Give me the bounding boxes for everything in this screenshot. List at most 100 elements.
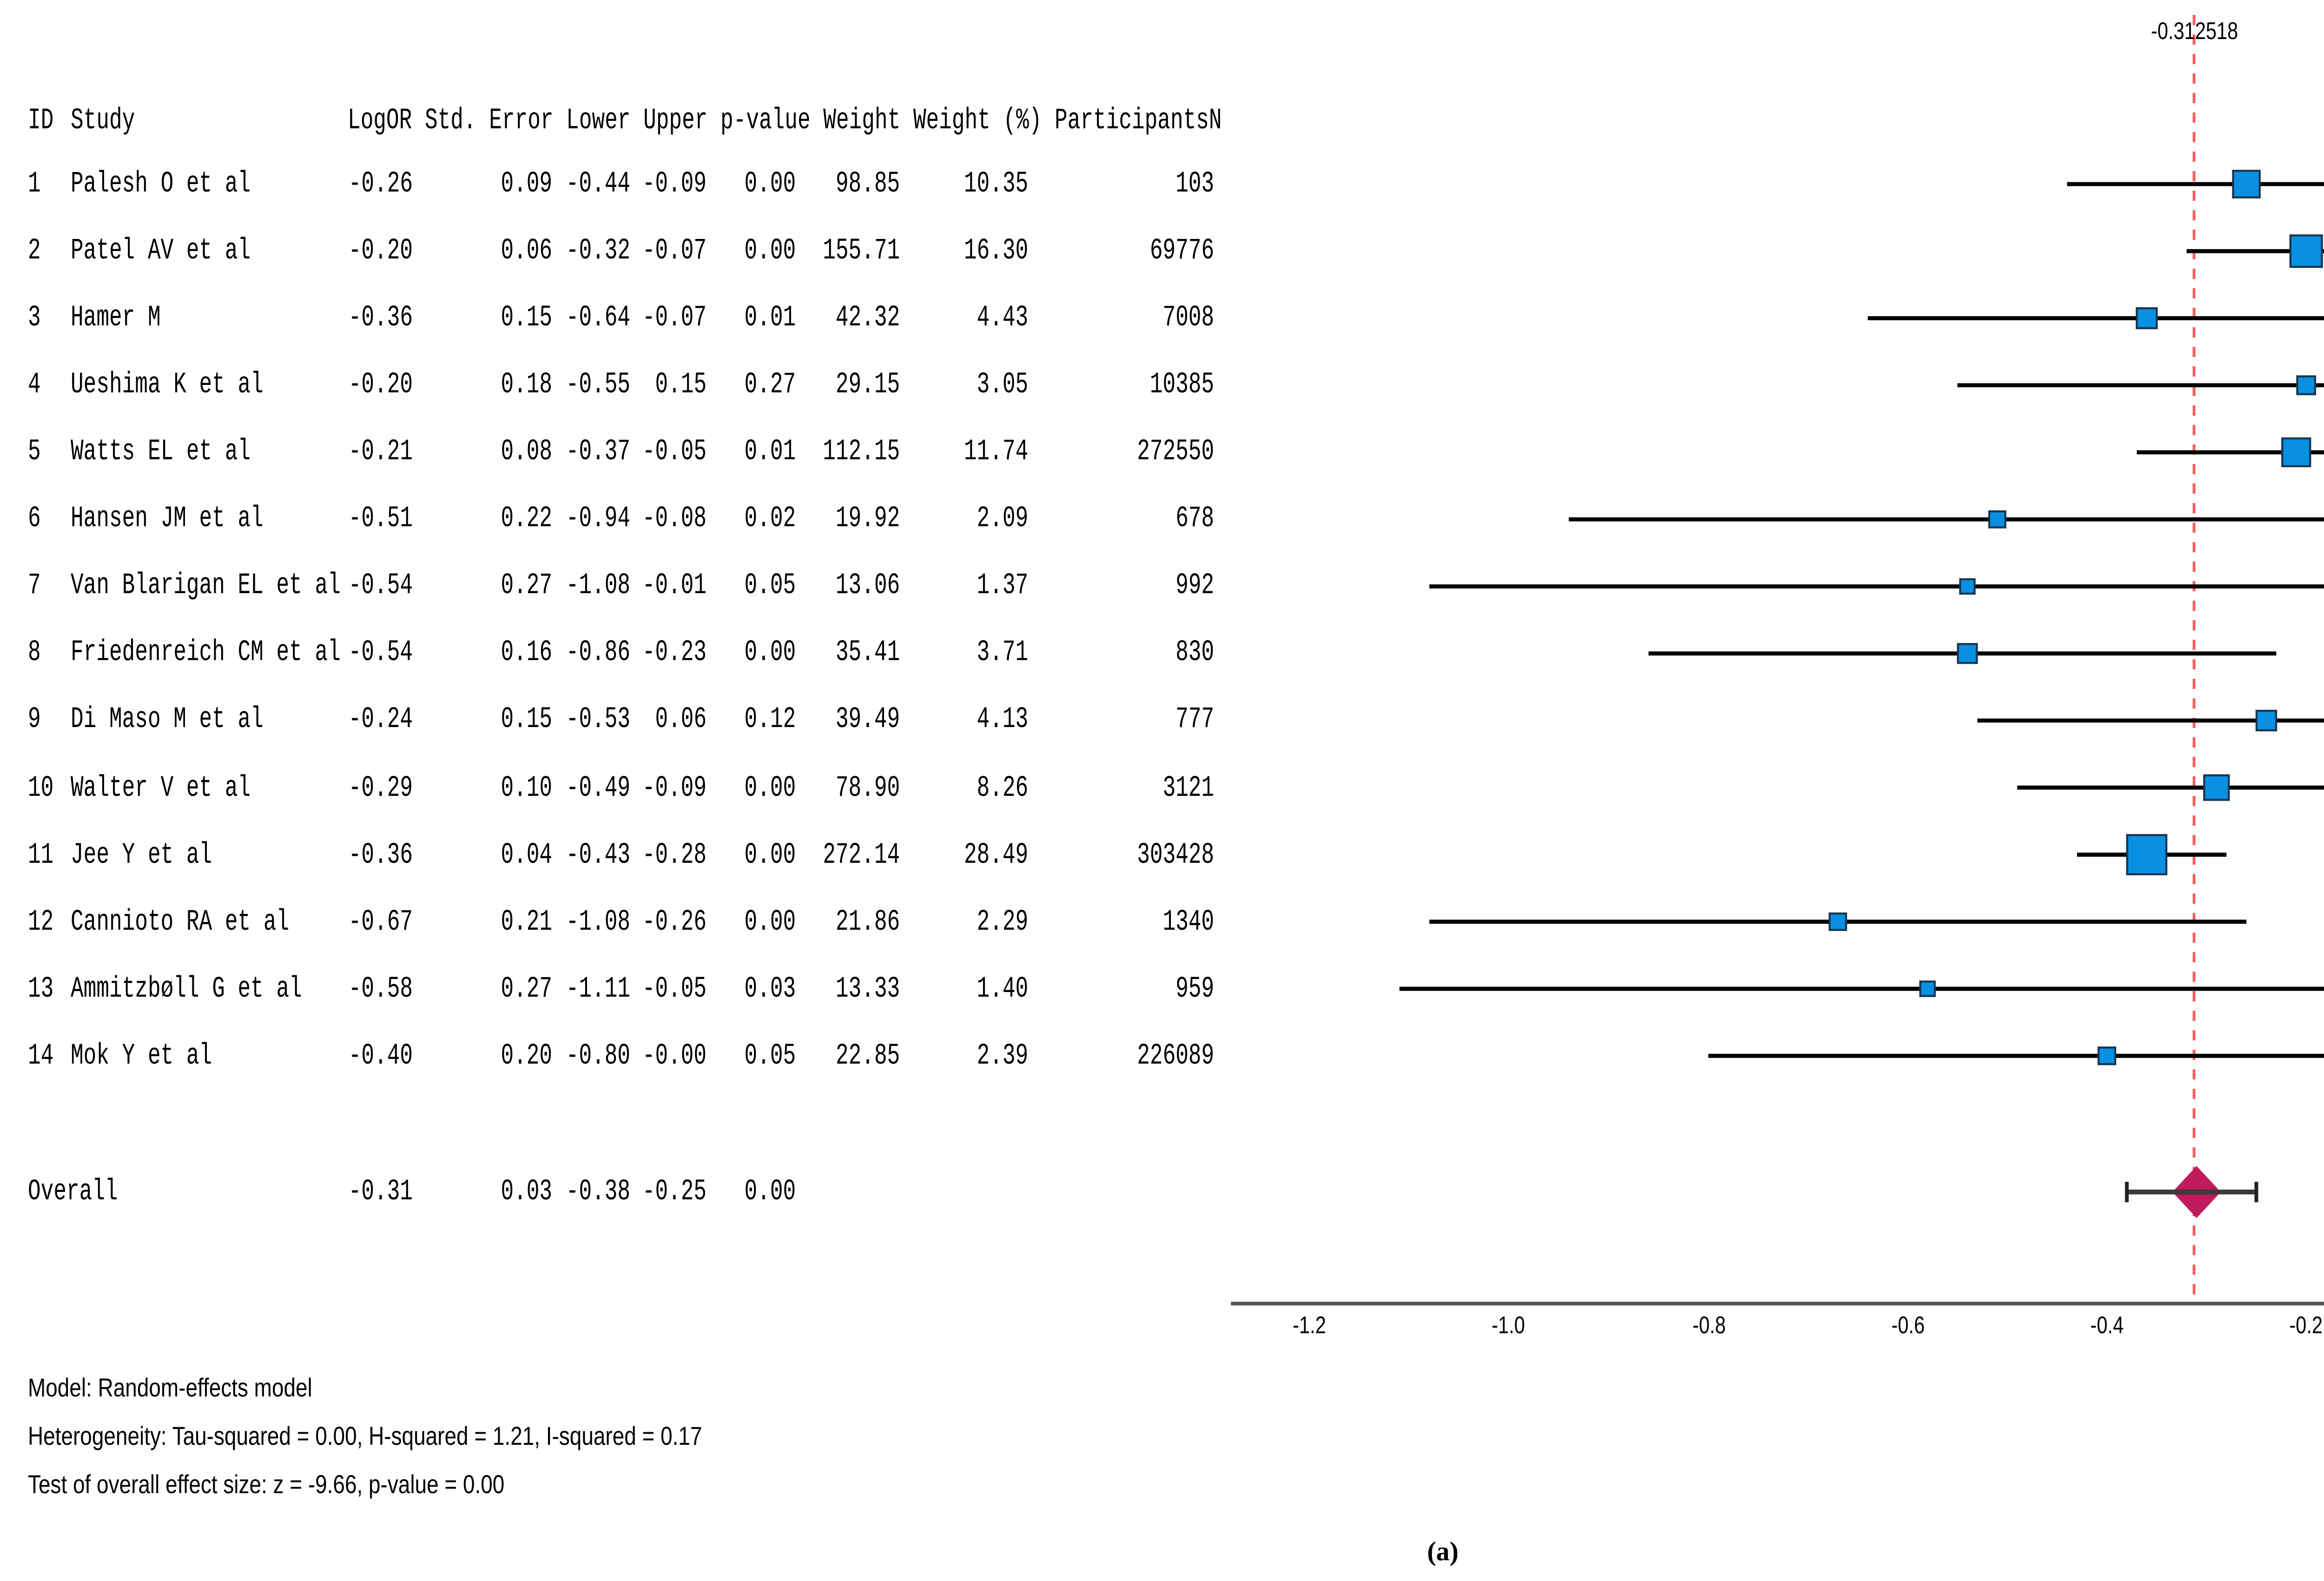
note-heterogeneity: Heterogeneity: Tau-squared = 0.00, H-squ… [28,1421,702,1451]
cell-participants-n: 992 [1175,569,1215,603]
cell-p-value: 0.02 [744,503,796,536]
cell-lower: -0.32 [565,234,630,268]
cell-logor: -0.36 [347,301,412,335]
cell-p-value: 0.27 [744,368,796,402]
cell-participants-n: 103 [1175,167,1215,201]
cell-logor: -0.26 [347,167,412,201]
cell-weight-pct: 2.09 [977,503,1029,536]
table-row: 8 Friedenreich CM et al -0.54 0.16 -0.86 -0.2… [0,636,2324,670]
cell-upper: 0.15 [655,368,707,402]
cell-study: Palesh O et al [70,167,250,201]
cell-id: 13 [28,972,54,1006]
figure-caption: (a) [1427,1538,1459,1568]
cell-id: 1 [28,167,41,201]
cell-weight-pct: 10.35 [964,167,1029,201]
cell-std-error: 0.04 [502,838,553,872]
cell-id: 2 [28,234,41,268]
cell-lower: -1.08 [565,905,630,939]
x-tick-label: -0.4 [2090,1311,2124,1339]
cell-id: 7 [28,569,41,603]
cell-p-value: 0.03 [744,972,796,1006]
table-row: 3 Hamer M -0.36 0.15 -0.64 -0.07 0.01 42.32 4.43… [0,301,2324,335]
cell-logor: -0.20 [347,368,412,402]
cell-p-value: 0.05 [744,1039,796,1073]
cell-upper: -0.05 [642,436,707,470]
cell-std-error: 0.20 [502,1039,553,1073]
cell-participants-n: 678 [1175,503,1215,536]
cell-study: Di Maso M et al [70,703,263,737]
cell-std-error: 0.18 [502,368,553,402]
cell-upper: -0.00 [642,1039,707,1073]
cell-upper: -0.07 [642,234,707,268]
cell-id: 8 [28,636,41,670]
cell-std-error: 0.10 [502,771,553,805]
cell-weight-pct: 3.71 [977,636,1029,670]
cell-weight: 112.15 [822,436,899,470]
cell-study: Jee Y et al [70,838,211,872]
cell-p-value: 0.01 [744,436,796,470]
cell-weight-pct: 2.29 [977,905,1029,939]
cell-weight-pct: 2.39 [977,1039,1029,1073]
cell-weight: 98.85 [835,167,899,201]
cell-upper: -0.08 [642,503,707,536]
table-row: 14 Mok Y et al -0.40 0.20 -0.80 -0.00 0.05 22.8… [0,1039,2324,1073]
cell-weight-pct: 4.43 [977,301,1029,335]
cell-lower: -0.49 [565,771,630,805]
cell-upper: -0.05 [642,972,707,1006]
cell-logor: -0.31 [347,1175,412,1209]
cell-lower: -0.94 [565,503,630,536]
cell-std-error: 0.09 [502,167,553,201]
cell-p-value: 0.05 [744,569,796,603]
cell-p-value: 0.00 [744,636,796,670]
x-tick-label: -0.2 [2289,1311,2323,1339]
cell-weight: 22.85 [835,1039,899,1073]
cell-p-value: 0.12 [744,703,796,737]
cell-id: 11 [28,838,54,872]
cell-upper: -0.09 [642,771,707,805]
cell-lower: -0.38 [565,1175,630,1209]
cell-study: Cannioto RA et al [70,905,289,939]
cell-logor: -0.40 [347,1039,412,1073]
cell-logor: -0.67 [347,905,412,939]
cell-lower: -0.86 [565,636,630,670]
column-headers-stats: LogOR Std. Error Lower Upper p-value Wei… [348,104,1222,138]
cell-participants-n: 272550 [1137,436,1215,470]
cell-weight: 13.33 [835,972,899,1006]
cell-lower: -0.44 [565,167,630,201]
cell-lower: -0.64 [565,301,630,335]
cell-lower: -0.80 [565,1039,630,1073]
cell-logor: -0.51 [347,503,412,536]
cell-p-value: 0.01 [744,301,796,335]
table-row: 2 Patel AV et al -0.20 0.06 -0.32 -0.07 0.00 15… [0,234,2324,268]
table-row-overall: Overall -0.31 0.03 -0.38 -0.25 0.00 [0,1175,2324,1209]
cell-weight: 155.71 [822,234,899,268]
cell-p-value: 0.00 [744,838,796,872]
cell-lower: -0.37 [565,436,630,470]
column-header-study: Study [70,104,134,138]
cell-std-error: 0.03 [502,1175,553,1209]
cell-participants-n: 10385 [1149,368,1215,402]
cell-participants-n: 7008 [1162,301,1215,335]
cell-p-value: 0.00 [744,234,796,268]
cell-std-error: 0.15 [502,301,553,335]
cell-weight: 272.14 [822,838,899,872]
cell-std-error: 0.06 [502,234,553,268]
table-row: 11 Jee Y et al -0.36 0.04 -0.43 -0.28 0.00 272.… [0,838,2324,872]
cell-weight: 13.06 [835,569,899,603]
cell-logor: -0.58 [347,972,412,1006]
cell-std-error: 0.21 [502,905,553,939]
cell-study: Ammitzbøll G et al [70,972,301,1006]
cell-participants-n: 3121 [1162,771,1215,805]
cell-lower: -0.43 [565,838,630,872]
cell-std-error: 0.27 [502,972,553,1006]
table-row: 9 Di Maso M et al -0.24 0.15 -0.53 0.06 0.12 39… [0,703,2324,737]
cell-upper: -0.01 [642,569,707,603]
x-tick-label: -1.2 [1293,1311,1327,1339]
cell-weight-pct: 1.40 [977,972,1029,1006]
cell-weight-pct: 28.49 [964,838,1029,872]
table-row: 7 Van Blarigan EL et al -0.54 0.27 -1.08 -0.0… [0,569,2324,603]
cell-std-error: 0.08 [502,436,553,470]
cell-id: 3 [28,301,41,335]
cell-id: 12 [28,905,54,939]
